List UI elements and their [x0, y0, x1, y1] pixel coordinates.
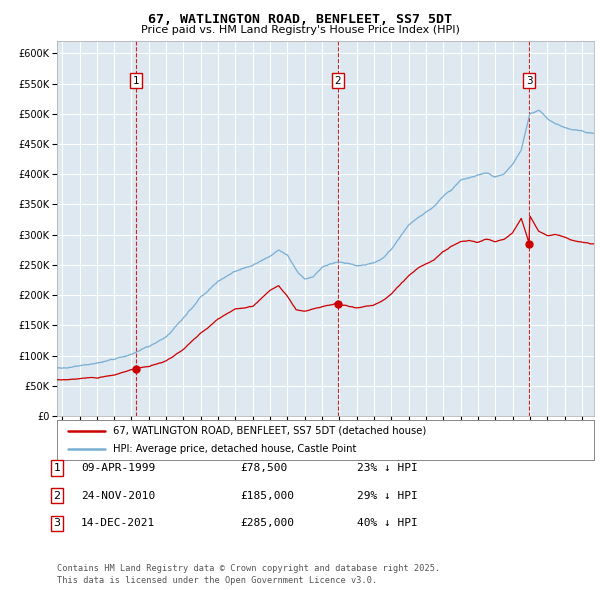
Text: £185,000: £185,000	[240, 491, 294, 500]
Text: Price paid vs. HM Land Registry's House Price Index (HPI): Price paid vs. HM Land Registry's House …	[140, 25, 460, 35]
Text: 1: 1	[53, 463, 61, 473]
Text: 40% ↓ HPI: 40% ↓ HPI	[357, 519, 418, 528]
Text: 2: 2	[334, 76, 341, 86]
Text: 1: 1	[133, 76, 139, 86]
Text: 14-DEC-2021: 14-DEC-2021	[81, 519, 155, 528]
Text: HPI: Average price, detached house, Castle Point: HPI: Average price, detached house, Cast…	[113, 444, 357, 454]
Text: £78,500: £78,500	[240, 463, 287, 473]
Text: 24-NOV-2010: 24-NOV-2010	[81, 491, 155, 500]
Text: 23% ↓ HPI: 23% ↓ HPI	[357, 463, 418, 473]
Text: 3: 3	[53, 519, 61, 528]
Text: 2: 2	[53, 491, 61, 500]
Text: 29% ↓ HPI: 29% ↓ HPI	[357, 491, 418, 500]
Text: Contains HM Land Registry data © Crown copyright and database right 2025.
This d: Contains HM Land Registry data © Crown c…	[57, 565, 440, 585]
Text: 3: 3	[526, 76, 532, 86]
Text: 67, WATLINGTON ROAD, BENFLEET, SS7 5DT (detached house): 67, WATLINGTON ROAD, BENFLEET, SS7 5DT (…	[113, 426, 427, 436]
Text: £285,000: £285,000	[240, 519, 294, 528]
Text: 09-APR-1999: 09-APR-1999	[81, 463, 155, 473]
Text: 67, WATLINGTON ROAD, BENFLEET, SS7 5DT: 67, WATLINGTON ROAD, BENFLEET, SS7 5DT	[148, 13, 452, 26]
